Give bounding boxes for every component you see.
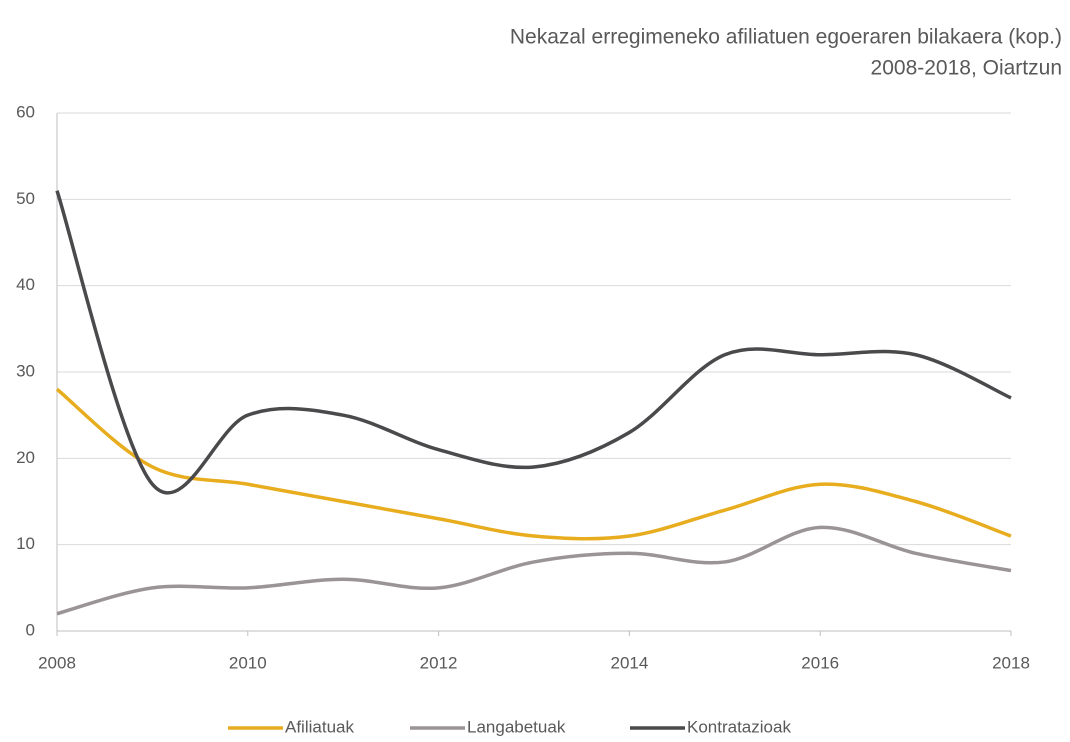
legend-label: Afiliatuak: [285, 717, 354, 736]
y-tick-label: 50: [16, 189, 35, 208]
legend-label: Langabetuak: [467, 717, 566, 736]
x-tick-label: 2018: [992, 653, 1030, 672]
legend-label: Kontratazioak: [687, 717, 791, 736]
y-tick-label: 60: [16, 102, 35, 121]
x-tick-label: 2012: [420, 653, 458, 672]
chart-subtitle: 2008-2018, Oiartzun: [871, 57, 1062, 80]
x-tick-label: 2010: [229, 653, 267, 672]
series-line: [55, 190, 1012, 495]
y-tick-label: 20: [16, 448, 35, 467]
series-line: [56, 525, 1012, 616]
x-tick-label: 2014: [610, 653, 648, 672]
y-tick-label: 40: [16, 275, 35, 294]
y-tick-label: 10: [16, 534, 35, 553]
y-tick-label: 0: [26, 620, 35, 639]
series-line: [55, 387, 1012, 541]
x-tick-label: 2016: [801, 653, 839, 672]
x-tick-label: 2008: [38, 653, 76, 672]
chart-title: Nekazal erregimeneko afiliatuen egoerare…: [510, 26, 1062, 49]
y-tick-label: 30: [16, 361, 35, 380]
